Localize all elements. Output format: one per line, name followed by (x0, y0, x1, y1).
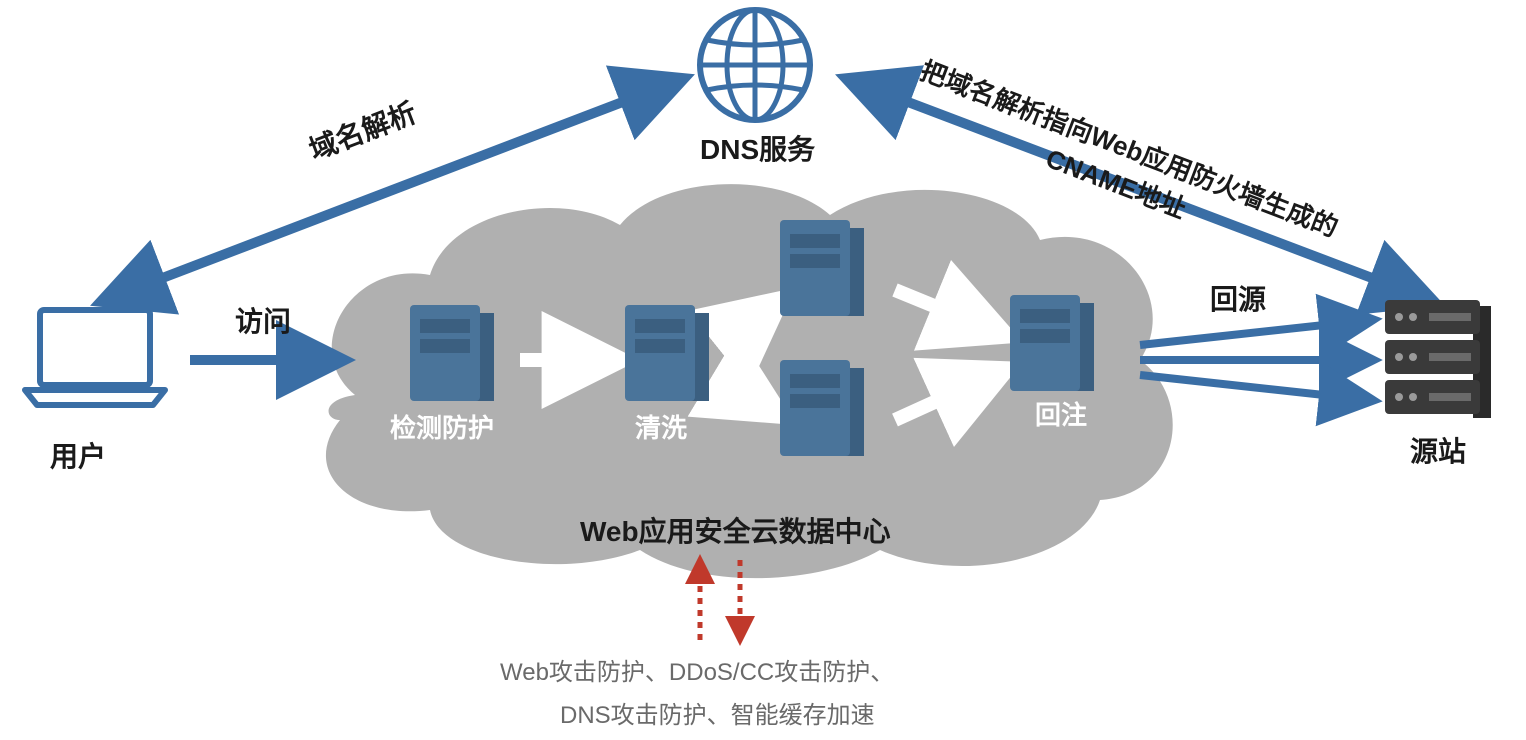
laptop-icon (25, 310, 165, 405)
subtitle-line2: DNS攻击防护、智能缓存加速 (560, 695, 875, 730)
label-origin: 源站 (1410, 430, 1466, 470)
label-user: 用户 (50, 435, 106, 475)
server-lower-icon (780, 360, 864, 456)
server-detect-icon (410, 305, 494, 401)
label-dns: DNS服务 (700, 128, 815, 168)
label-reinject: 回注 (1035, 395, 1087, 432)
server-stack-icon (1385, 300, 1491, 418)
cloud-title: Web应用安全云数据中心 (580, 510, 891, 550)
edge-reinj-origin-3 (1140, 375, 1370, 400)
label-edge-visit: 访问 (235, 300, 291, 340)
subtitle-line1: Web攻击防护、DDoS/CC攻击防护、 (500, 652, 894, 687)
label-clean: 清洗 (635, 408, 687, 445)
edge-reinj-origin-1 (1140, 320, 1370, 345)
server-reinject-icon (1010, 295, 1094, 391)
server-clean-icon (625, 305, 709, 401)
label-edge-back: 回源 (1210, 278, 1266, 318)
server-upper-icon (780, 220, 864, 316)
globe-icon (700, 10, 810, 120)
label-detect: 检测防护 (390, 408, 494, 445)
